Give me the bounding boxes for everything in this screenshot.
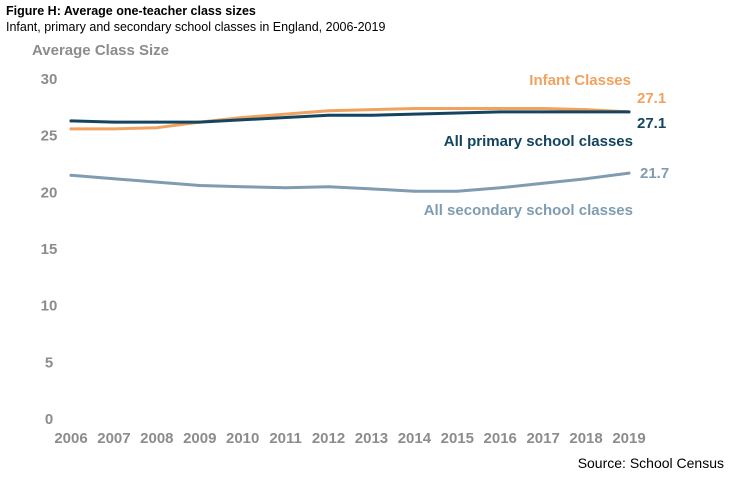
- y-tick-label: 20: [41, 184, 58, 201]
- data-point: [498, 107, 502, 110]
- data-point: [584, 108, 588, 111]
- data-point: [627, 171, 631, 175]
- data-point: [541, 110, 545, 114]
- data-point: [327, 113, 330, 117]
- x-tick-label: 2017: [526, 430, 559, 447]
- series-name-label: All secondary school classes: [424, 202, 633, 219]
- y-tick-label: 25: [41, 128, 58, 145]
- data-point: [455, 189, 459, 193]
- data-point: [370, 108, 373, 111]
- data-point: [455, 107, 459, 110]
- series-line: [69, 107, 631, 131]
- data-point: [241, 116, 245, 119]
- chart-title: Figure H: Average one-teacher class size…: [6, 4, 256, 18]
- end-value-label: 21.7: [640, 165, 669, 182]
- data-point: [284, 186, 288, 190]
- data-point: [541, 107, 545, 110]
- data-point: [584, 110, 588, 114]
- data-point: [327, 185, 330, 189]
- x-tick-label: 2010: [226, 430, 259, 447]
- x-tick-label: 2014: [398, 430, 432, 447]
- x-tick-label: 2019: [612, 430, 645, 447]
- data-point: [284, 112, 288, 116]
- data-point: [541, 181, 545, 185]
- data-point: [69, 173, 73, 177]
- data-point: [412, 112, 416, 116]
- series-name-label: All primary school classes: [444, 133, 633, 150]
- data-point: [155, 126, 159, 130]
- data-point: [370, 187, 373, 191]
- chart-subtitle: Infant, primary and secondary school cla…: [6, 20, 386, 34]
- data-point: [584, 177, 588, 181]
- data-point: [241, 118, 245, 122]
- x-tick-label: 2015: [441, 430, 474, 447]
- y-tick-label: 5: [45, 354, 53, 371]
- data-point: [241, 185, 245, 189]
- data-point: [198, 184, 202, 187]
- x-tick-label: 2006: [54, 430, 87, 447]
- x-tick-label: 2016: [484, 430, 517, 447]
- data-point: [498, 186, 502, 190]
- y-tick-label: 15: [41, 241, 58, 258]
- x-tick-label: 2018: [569, 430, 602, 447]
- x-tick-label: 2007: [97, 430, 130, 447]
- data-point: [112, 177, 116, 181]
- y-tick-label: 10: [41, 298, 58, 315]
- data-point: [370, 113, 373, 117]
- y-axis-label: Average Class Size: [32, 42, 170, 59]
- x-tick-label: 2012: [312, 430, 345, 447]
- data-point: [455, 111, 459, 115]
- end-value-label: 27.1: [637, 90, 666, 107]
- x-tick-label: 2013: [355, 430, 388, 447]
- data-point: [69, 119, 73, 123]
- data-point: [412, 189, 416, 193]
- data-point: [69, 127, 73, 131]
- x-tick-label: 2011: [269, 430, 302, 447]
- end-value-label: 27.1: [637, 115, 666, 132]
- data-point: [112, 127, 116, 131]
- series-name-label: Infant Classes: [529, 72, 631, 89]
- x-tick-label: 2008: [140, 430, 173, 447]
- x-tick-label: 2009: [183, 430, 216, 447]
- series-line: [69, 110, 631, 124]
- source-note: Source: School Census: [577, 455, 724, 471]
- y-tick-label: 0: [45, 411, 53, 428]
- data-point: [412, 107, 416, 110]
- y-tick-label: 30: [41, 71, 58, 88]
- data-point: [112, 120, 116, 124]
- data-point: [498, 110, 502, 114]
- data-point: [155, 180, 159, 184]
- data-point: [327, 109, 330, 113]
- data-point: [198, 120, 202, 124]
- data-point: [627, 110, 631, 114]
- data-point: [155, 120, 159, 124]
- series-line: [69, 171, 631, 193]
- data-point: [284, 116, 288, 119]
